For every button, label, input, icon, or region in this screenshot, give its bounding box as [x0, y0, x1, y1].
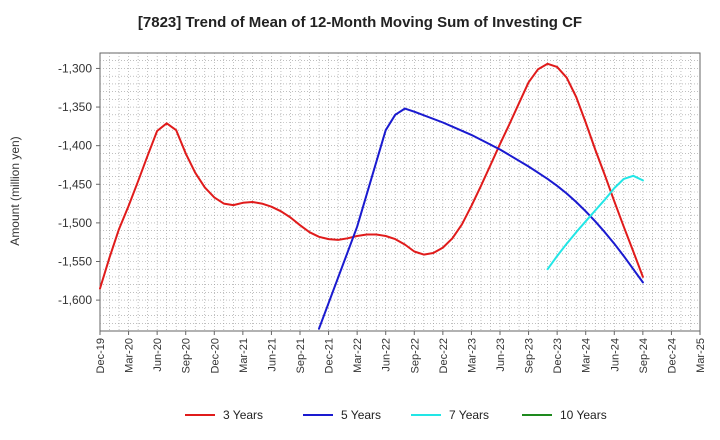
x-tick-label: Sep-22 — [409, 338, 421, 373]
grid-layer — [100, 53, 700, 331]
y-tick-label: -1,500 — [58, 216, 92, 230]
y-tick-label: -1,550 — [58, 255, 92, 269]
legend-label: 3 Years — [223, 408, 263, 422]
y-axis-label: Amount (million yen) — [8, 136, 22, 245]
x-tick-label: Jun-20 — [152, 338, 164, 372]
x-tick-label: Dec-22 — [438, 338, 450, 373]
series-line-7-years — [546, 174, 644, 271]
x-tick-label: Mar-23 — [466, 338, 478, 373]
x-tick-label: Dec-20 — [209, 338, 221, 373]
series-layer — [99, 62, 644, 330]
x-tick-label: Jun-22 — [381, 338, 393, 372]
legend-label: 7 Years — [449, 408, 489, 422]
y-tick-label: -1,400 — [58, 139, 92, 153]
series-line-5-years — [318, 107, 644, 330]
x-tick-label: Sep-20 — [181, 338, 193, 373]
y-tick-label: -1,600 — [58, 293, 92, 307]
x-tick-label: Sep-21 — [295, 338, 307, 373]
x-tick-label: Jun-23 — [495, 338, 507, 372]
x-tick-label: Jun-24 — [609, 338, 621, 372]
axis-layer: -1,300 -1,350 -1,400 -1,450 -1,500 -1,550 -1,6… — [58, 61, 707, 373]
x-tick-label: Mar-21 — [238, 338, 250, 373]
x-tick-label: Dec-19 — [95, 338, 107, 373]
y-tick-label: -1,300 — [58, 61, 92, 75]
y-tick-label: -1,350 — [58, 100, 92, 114]
chart-title: [7823] Trend of Mean of 12-Month Moving … — [137, 14, 583, 31]
x-tick-label: Dec-21 — [324, 338, 336, 373]
x-tick-label: Jun-21 — [266, 338, 278, 372]
x-tick-label: Sep-23 — [524, 338, 536, 373]
series-line-3-years — [99, 62, 644, 290]
y-tick-label: -1,450 — [58, 177, 92, 191]
x-tick-label: Mar-24 — [581, 338, 593, 373]
x-tick-label: Sep-24 — [638, 338, 650, 373]
x-tick-label: Mar-22 — [352, 338, 364, 373]
x-tick-label: Mar-20 — [124, 338, 136, 373]
x-tick-label: Dec-24 — [666, 338, 678, 373]
legend-label: 10 Years — [560, 408, 607, 422]
x-tick-label: Mar-25 — [695, 338, 707, 373]
x-tick-label: Dec-23 — [552, 338, 564, 373]
legend: 3 Years 5 Years 7 Years 10 Years — [185, 408, 607, 422]
legend-label: 5 Years — [341, 408, 381, 422]
